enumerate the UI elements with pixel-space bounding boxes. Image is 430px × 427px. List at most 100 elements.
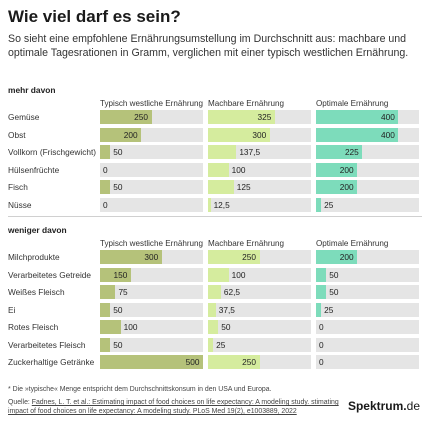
bar-track: 62,5	[208, 285, 311, 299]
bar-track: 50	[100, 337, 203, 352]
bar-value-label: 325	[257, 112, 272, 122]
bar-machbar	[208, 267, 229, 282]
bar-value-label: 25	[324, 304, 334, 315]
bar-track: 12,5	[208, 197, 311, 212]
bar-machbar	[208, 302, 216, 317]
bar-track: 500	[100, 355, 203, 369]
spektrum-logo[interactable]: Spektrum.de	[348, 399, 420, 413]
bar-value-label: 150	[113, 269, 128, 280]
bar-track: 50	[100, 145, 203, 159]
bar-value-label: 400	[381, 129, 395, 140]
logo-main: Spektrum	[347, 399, 404, 413]
bar-value-label: 250	[242, 357, 256, 367]
bar-typisch	[100, 250, 162, 264]
column-header-optimal: Optimale Ernährung	[316, 99, 389, 108]
bar-value-label: 0	[103, 199, 108, 210]
bar-value-label: 25	[216, 339, 226, 350]
bar-typisch	[100, 145, 111, 159]
row-label: Gemüse	[8, 112, 40, 122]
bar-track: 150	[100, 267, 203, 282]
bar-track: 200	[316, 250, 419, 264]
bar-value-label: 0	[103, 164, 108, 175]
source-link[interactable]: Fadnes, L. T. et al.: Estimating impact …	[8, 399, 339, 415]
bar-track: 250	[208, 355, 311, 369]
bar-typisch	[100, 302, 111, 317]
bar-value-label: 50	[329, 287, 339, 297]
footnote: * Die »typische« Menge entspricht dem Du…	[8, 386, 272, 393]
bar-track: 100	[208, 162, 311, 177]
bar-track: 100	[100, 320, 203, 334]
section-divider	[8, 216, 422, 217]
bar-optimal	[316, 127, 399, 142]
bar-machbar	[208, 127, 270, 142]
bar-value-label: 0	[319, 357, 324, 367]
bar-optimal	[316, 180, 358, 194]
bar-value-label: 400	[381, 112, 395, 122]
bar-track: 75	[100, 285, 203, 299]
row-label: Weißes Fleisch	[8, 287, 65, 297]
section-label: mehr davon	[8, 85, 56, 95]
source-prefix: Quelle:	[8, 399, 32, 406]
bar-track: 200	[316, 162, 419, 177]
bar-machbar	[208, 355, 260, 369]
section-label: weniger davon	[8, 225, 67, 235]
bar-typisch	[100, 180, 111, 194]
bar-machbar	[208, 285, 221, 299]
bar-track: 250	[100, 110, 203, 124]
bar-machbar	[208, 180, 234, 194]
bar-value-label: 500	[185, 357, 200, 367]
bar-track: 25	[316, 302, 419, 317]
bar-value-label: 25	[324, 199, 334, 210]
bar-machbar	[208, 110, 275, 124]
column-header-optimal: Optimale Ernährung	[316, 239, 389, 248]
row-label: Verarbeitetes Fleisch	[8, 339, 86, 350]
bar-track: 50	[100, 180, 203, 194]
bar-track: 25	[316, 197, 419, 212]
bar-track: 50	[316, 285, 419, 299]
bar-value-label: 50	[113, 339, 123, 350]
bar-track: 50	[208, 320, 311, 334]
column-header-typisch: Typisch westliche Ernährung	[100, 99, 204, 108]
bar-track: 0	[316, 320, 419, 334]
bar-optimal	[316, 197, 322, 212]
page-subtitle: So sieht eine empfohlene Ernährungsumste…	[8, 33, 409, 59]
bar-track: 250	[208, 250, 311, 264]
row-label: Zuckerhaltige Getränke	[8, 357, 95, 367]
bar-value-label: 300	[252, 129, 267, 140]
bar-track: 200	[316, 180, 419, 194]
bar-value-label: 50	[113, 182, 123, 192]
bar-optimal	[316, 110, 399, 124]
bar-value-label: 100	[231, 164, 246, 175]
bar-value-label: 200	[339, 164, 354, 175]
bar-machbar	[208, 320, 219, 334]
bar-track: 50	[316, 267, 419, 282]
bar-typisch	[100, 355, 203, 369]
bar-track: 300	[100, 250, 203, 264]
bar-value-label: 75	[118, 287, 128, 297]
bar-value-label: 200	[339, 182, 354, 192]
bar-value-label: 50	[113, 147, 123, 157]
bar-value-label: 12,5	[213, 199, 230, 210]
bar-optimal	[316, 285, 327, 299]
bar-track: 300	[208, 127, 311, 142]
bar-track: 0	[100, 197, 203, 212]
bar-optimal	[316, 250, 358, 264]
bar-typisch	[100, 320, 121, 334]
bar-optimal	[316, 302, 322, 317]
row-label: Hülsenfrüchte	[8, 164, 60, 175]
column-header-machbar: Machbare Ernährung	[208, 239, 285, 248]
logo-tld: de	[406, 399, 420, 413]
bar-value-label: 137,5	[239, 147, 261, 157]
bar-typisch	[100, 110, 152, 124]
bar-track: 225	[316, 145, 419, 159]
bar-typisch	[100, 337, 111, 352]
bar-value-label: 250	[134, 112, 148, 122]
bar-track: 125	[208, 180, 311, 194]
bar-value-label: 50	[113, 304, 123, 315]
bar-track: 100	[208, 267, 311, 282]
bar-typisch	[100, 127, 142, 142]
bar-typisch	[100, 285, 116, 299]
bar-value-label: 125	[236, 182, 251, 192]
bar-value-label: 62,5	[223, 287, 241, 297]
source: Quelle: Fadnes, L. T. et al.: Estimating…	[8, 398, 358, 416]
